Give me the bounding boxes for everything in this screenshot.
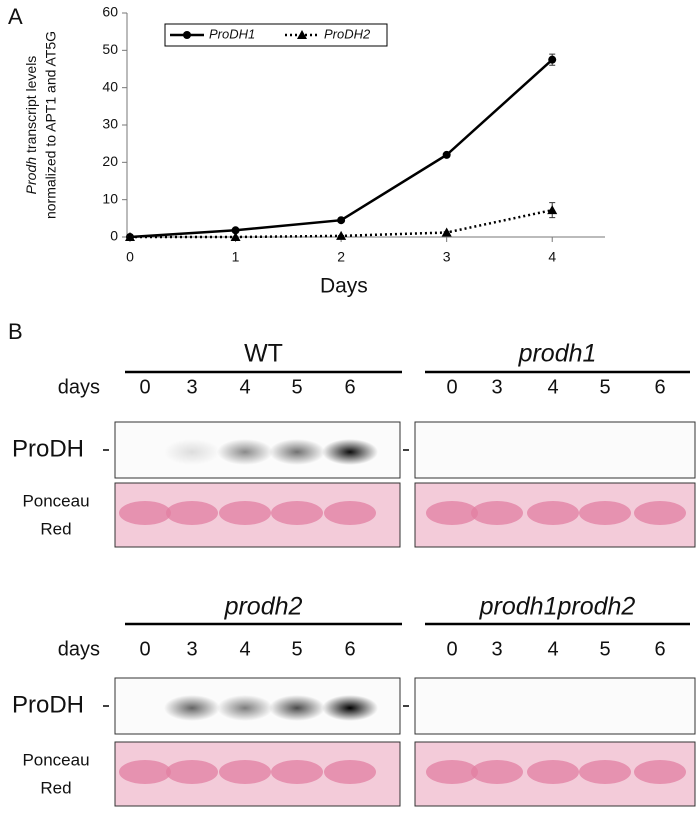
days-label: days (58, 376, 100, 398)
day-label: 0 (446, 376, 457, 398)
panel-label: B (8, 319, 23, 344)
stain-label: Ponceau (22, 750, 89, 769)
ponceau-band (426, 760, 478, 784)
day-label: 4 (239, 376, 250, 398)
stain-label: Ponceau (22, 491, 89, 510)
legend-marker (183, 31, 191, 39)
series-line (129, 58, 554, 239)
ponceau-band (634, 760, 686, 784)
blot-title: prodh1prodh2 (479, 593, 636, 621)
y-tick-label: 20 (102, 153, 118, 169)
protein-label: ProDH (12, 435, 84, 462)
ponceau-band (426, 501, 478, 525)
stain-label: Red (40, 778, 71, 797)
y-tick-label: 0 (110, 228, 118, 244)
legend-marker (297, 30, 307, 39)
day-label: 6 (654, 376, 665, 398)
ponceau-band (527, 501, 579, 525)
day-label: 5 (599, 638, 610, 660)
x-tick-label: 0 (126, 249, 134, 265)
protein-band (269, 439, 325, 465)
y-tick-label: 60 (102, 4, 118, 20)
marker (231, 226, 240, 235)
blot-protein (414, 677, 696, 735)
ponceau-band (324, 501, 376, 525)
ponceau-band (219, 760, 271, 784)
protein-band (164, 439, 220, 465)
x-tick-label: 2 (337, 249, 345, 265)
protein-label: ProDH (12, 691, 84, 718)
y-axis-title-rest: transcript levels (23, 56, 39, 153)
y-tick-label: 50 (102, 41, 118, 57)
x-tick-label: 4 (548, 249, 556, 265)
ponceau-band (166, 760, 218, 784)
blot-title: prodh2 (224, 593, 303, 621)
marker (337, 216, 346, 225)
day-label: 0 (139, 376, 150, 398)
legend-label: ProDH2 (324, 26, 371, 41)
ponceau-band (471, 501, 523, 525)
day-label: 5 (291, 638, 302, 660)
day-label: 6 (654, 638, 665, 660)
x-tick-label: 3 (443, 249, 451, 265)
blot-protein (414, 421, 696, 479)
day-label: 4 (547, 638, 558, 660)
ponceau-band (166, 501, 218, 525)
blot-title: prodh1 (518, 340, 597, 368)
day-label: 4 (547, 376, 558, 398)
ponceau-band (119, 501, 171, 525)
legend-label: ProDH1 (209, 26, 255, 41)
day-label: 4 (239, 638, 250, 660)
protein-band (217, 439, 273, 465)
ponceau-band (271, 501, 323, 525)
marker (125, 232, 135, 241)
marker (548, 55, 557, 64)
protein-band (164, 695, 220, 721)
protein-band (322, 695, 378, 721)
day-label: 3 (186, 376, 197, 398)
day-label: 3 (491, 638, 502, 660)
y-tick-label: 30 (102, 116, 118, 132)
marker (230, 232, 241, 241)
y-tick-label: 10 (102, 190, 118, 206)
y-axis-title: Prodh transcript levels (23, 56, 39, 195)
x-axis-title: Days (320, 275, 368, 298)
ponceau-band (324, 760, 376, 784)
y-axis-title: normalized to APT1 and AT5G (43, 31, 59, 219)
days-label: days (58, 638, 100, 660)
protein-band (217, 695, 273, 721)
ponceau-band (219, 501, 271, 525)
day-label: 3 (491, 376, 502, 398)
ponceau-band (119, 760, 171, 784)
protein-band (269, 695, 325, 721)
day-label: 6 (344, 638, 355, 660)
day-label: 0 (446, 638, 457, 660)
ponceau-band (471, 760, 523, 784)
ponceau-band (271, 760, 323, 784)
legend-box (164, 23, 388, 47)
marker (442, 150, 451, 159)
day-label: 0 (139, 638, 150, 660)
y-tick-label: 40 (102, 78, 118, 94)
day-label: 3 (186, 638, 197, 660)
blot-title: WT (244, 340, 283, 368)
stain-label: Red (40, 519, 71, 538)
panel-label: A (8, 4, 23, 29)
protein-band (322, 439, 378, 465)
day-label: 5 (599, 376, 610, 398)
marker (547, 205, 558, 215)
ponceau-band (579, 501, 631, 525)
day-label: 6 (344, 376, 355, 398)
ponceau-band (527, 760, 579, 784)
marker (441, 227, 452, 237)
x-tick-label: 1 (232, 249, 240, 265)
y-axis-title-emphasis: Prodh (23, 157, 39, 195)
ponceau-band (634, 501, 686, 525)
ponceau-band (579, 760, 631, 784)
day-label: 5 (291, 376, 302, 398)
marker (336, 230, 347, 240)
